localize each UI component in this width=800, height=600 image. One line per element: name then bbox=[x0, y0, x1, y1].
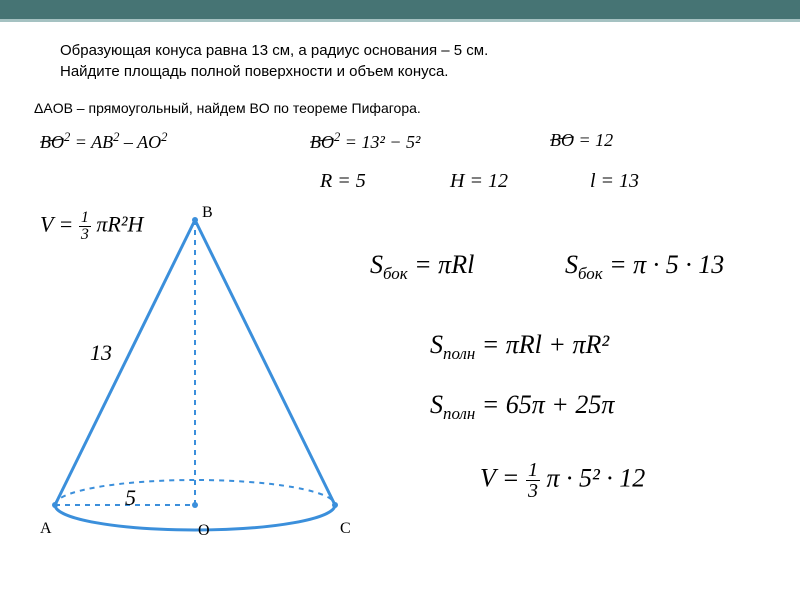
eq-bo2-numeric: BO2 = 13² − 5² bbox=[310, 130, 420, 153]
eq-bo-value: BO = 12 bbox=[550, 130, 613, 151]
derivation-note: ΔAOB – прямоугольный, найдем BO по теоре… bbox=[34, 100, 770, 116]
eq-spoln-value: Sполн = 65π + 25π bbox=[430, 390, 614, 424]
label-radius-5: 5 bbox=[125, 485, 136, 511]
problem-line-1: Образующая конуса равна 13 см, а радиус … bbox=[60, 40, 770, 61]
problem-statement: Образующая конуса равна 13 см, а радиус … bbox=[60, 40, 770, 82]
label-A: A bbox=[40, 520, 52, 538]
label-B: B bbox=[202, 204, 213, 222]
cone-point-B bbox=[192, 217, 198, 223]
cone-slant-right bbox=[195, 220, 335, 505]
label-C: C bbox=[340, 520, 351, 538]
eq-spoln-formula: Sполн = πRl + πR² bbox=[430, 330, 609, 364]
eq-bo2-formula: BO2 = AB2 – AO2 bbox=[40, 130, 167, 153]
cone-svg bbox=[40, 210, 350, 550]
cone-base-front bbox=[55, 505, 335, 530]
cone-point-C bbox=[332, 502, 338, 508]
cone-slant-left bbox=[55, 220, 195, 505]
top-banner bbox=[0, 0, 800, 22]
cone-point-O bbox=[192, 502, 198, 508]
label-slant-13: 13 bbox=[90, 340, 112, 366]
label-O: O bbox=[198, 522, 210, 540]
cone-diagram: B A O C 13 5 bbox=[40, 210, 350, 560]
problem-line-2: Найдите площадь полной поверхности и объ… bbox=[60, 61, 770, 82]
cone-point-A bbox=[52, 502, 58, 508]
eq-sbok-formula: Sбок = πRl bbox=[370, 250, 474, 284]
eq-l: l = 13 bbox=[590, 170, 639, 193]
eq-R: R = 5 bbox=[320, 170, 366, 193]
eq-volume-value: V = 13 π · 5² · 12 bbox=[480, 460, 645, 501]
eq-H: H = 12 bbox=[450, 170, 508, 193]
eq-sbok-value: Sбок = π · 5 · 13 bbox=[565, 250, 724, 284]
